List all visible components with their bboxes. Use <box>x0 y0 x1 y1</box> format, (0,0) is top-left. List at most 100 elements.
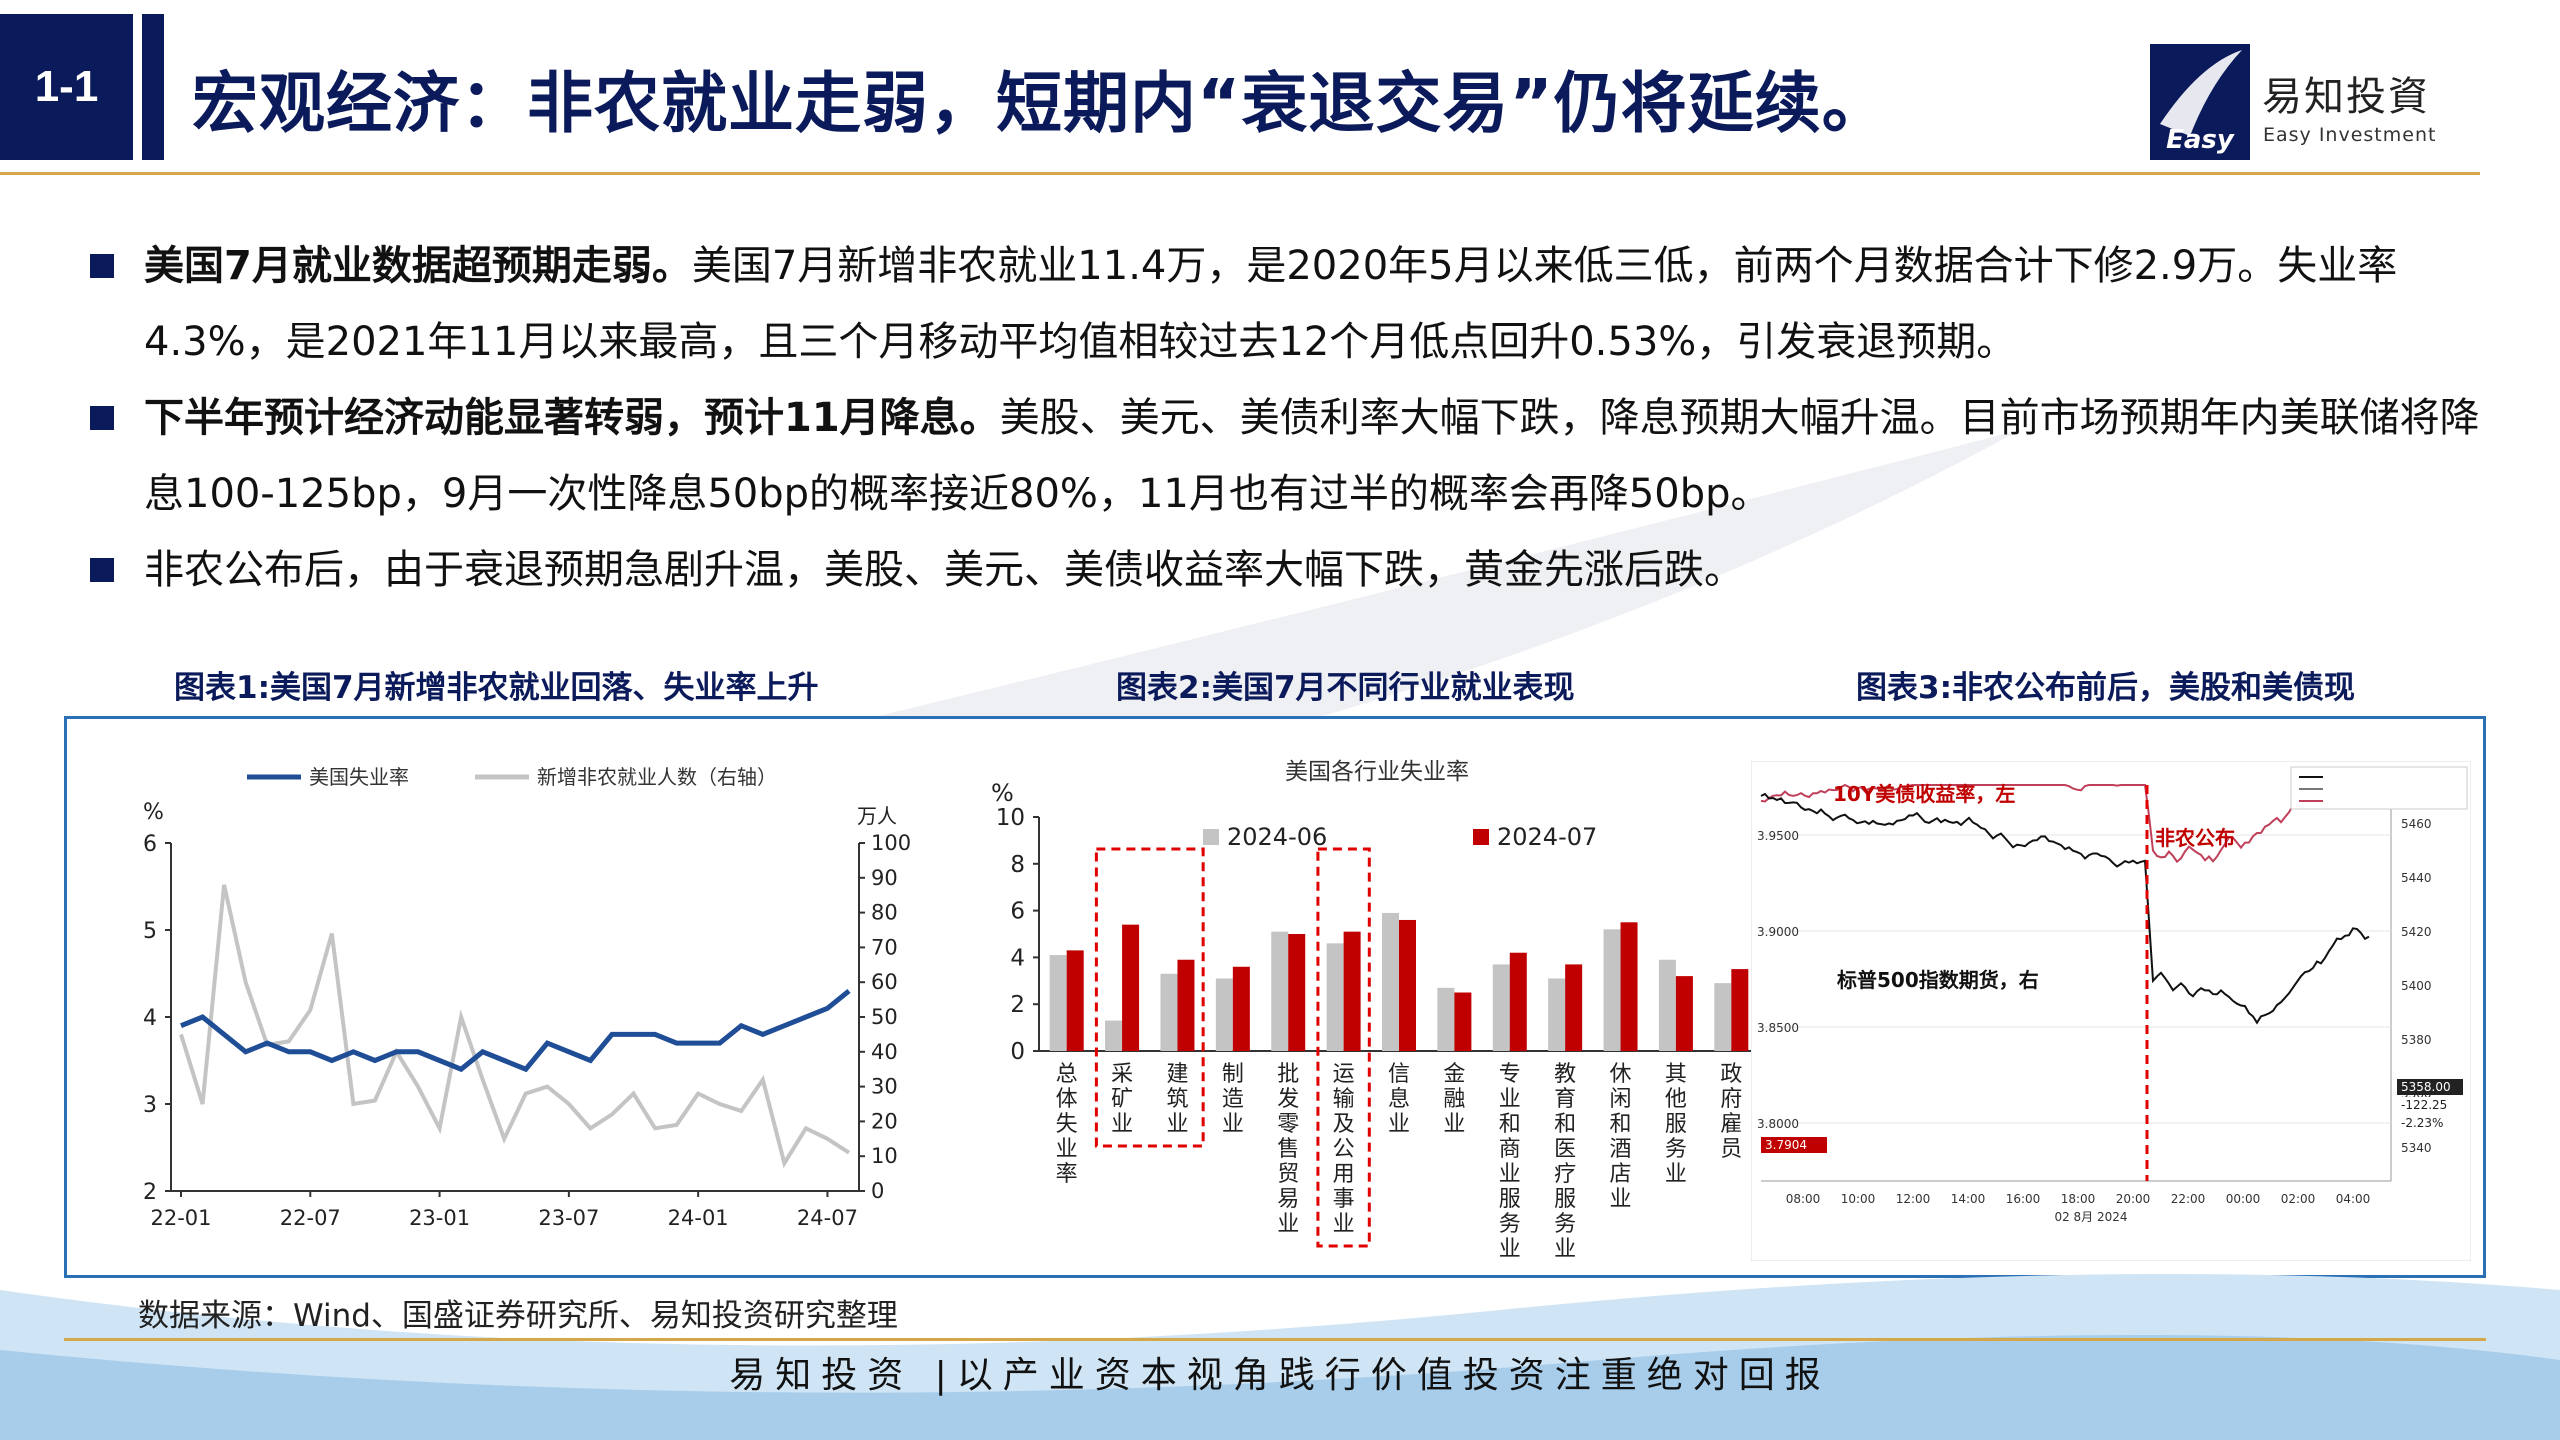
chart1-right-axis-label: 万人 <box>857 804 897 828</box>
bullet-3: 非农公布后，由于衰退预期急剧升温，美股、美元、美债收益率大幅下跌，黄金先涨后跌。 <box>82 532 2502 608</box>
chart3-x-tick: 02:00 <box>2281 1192 2316 1206</box>
chart2-y-tick: 0 <box>1010 1039 1025 1065</box>
bullet-marker <box>90 558 114 582</box>
chart1-unemployment-payrolls: 美国失业率 新增非农就业人数（右轴） % 万人 6543210090807060… <box>143 765 911 1230</box>
chart3-right-tick: 5340 <box>2401 1141 2432 1155</box>
chart2-y-tick: 6 <box>1010 899 1025 925</box>
chart2-axis-label: % <box>991 779 1014 807</box>
bar-2024-06-专业和商业服务业 <box>1492 964 1510 1051</box>
bar-2024-06-休闲和酒店业 <box>1603 929 1621 1051</box>
chart1-right-tick: 20 <box>871 1109 898 1133</box>
chart2-y-tick: 4 <box>1010 945 1025 971</box>
chart2-category-label: 专业和商业服务业 <box>1499 1062 1521 1262</box>
chart1-right-tick: 0 <box>871 1179 884 1203</box>
logo-mark-text: Easy <box>2166 125 2235 155</box>
bar-2024-07-信息业 <box>1399 919 1416 1051</box>
bar-2024-07-金融业 <box>1454 992 1472 1051</box>
chart2-caption: 图表2:美国7月不同行业就业表现 <box>1116 670 1575 706</box>
chart3-x-tick: 16:00 <box>2006 1192 2041 1206</box>
logo-cn: 易知投資 <box>2262 74 2430 120</box>
bar-2024-07-政府雇员 <box>1731 969 1749 1051</box>
chart1-right-tick: 80 <box>871 901 898 925</box>
bullet-1-text: 美国7月新增非农就业11.4万，是2020年5月以来低三低，前两个月数据合计下修… <box>144 243 2398 365</box>
chart1-right-tick: 40 <box>871 1040 898 1064</box>
chart2-category-label: 信息业 <box>1388 1062 1410 1137</box>
bar-2024-06-其他服务业 <box>1658 959 1676 1051</box>
series-payrolls-line <box>179 884 851 1169</box>
chart1-x-tick: 23-01 <box>409 1206 470 1230</box>
legend-swatch-2024-06 <box>1203 829 1219 845</box>
chart1-left-tick: 4 <box>143 1006 157 1031</box>
annotation-spx-futures: 标普500指数期货，右 <box>1837 968 2039 992</box>
chart3-left-tick: 3.9000 <box>1757 925 1799 939</box>
chart1-right-tick: 30 <box>871 1075 898 1099</box>
chart1-left-tick: 3 <box>143 1093 157 1118</box>
chart2-y-tick: 8 <box>1010 852 1025 878</box>
price-tag: -2.23% <box>2401 1116 2443 1130</box>
chart1-x-tick: 22-07 <box>280 1206 341 1230</box>
footer-slogan: 易知投资 |以产业资本视角践行价值投资注重绝对回报 <box>729 1355 1831 1396</box>
bar-2024-07-批发零售贸易业 <box>1288 934 1306 1051</box>
footer-wave <box>0 1274 2560 1440</box>
bullet-marker <box>90 406 114 430</box>
bar-2024-07-教育和医疗服务业 <box>1565 964 1583 1051</box>
chart1-legend: 美国失业率 新增非农就业人数（右轴） <box>247 765 777 789</box>
chart1-caption: 图表1:美国7月新增非农就业回落、失业率上升 <box>174 670 819 706</box>
bullet-2-bold: 下半年预计经济动能显著转弱，预计11月降息。 <box>144 395 1000 441</box>
logo-en: Easy Investment <box>2263 124 2437 146</box>
chart1-x-tick: 22-01 <box>150 1206 211 1230</box>
bar-2024-06-采矿业 <box>1105 1020 1123 1051</box>
bullet-marker <box>90 254 114 278</box>
chart2-category-label: 采矿业 <box>1111 1062 1133 1137</box>
chart3-x-tick: 12:00 <box>1896 1192 1931 1206</box>
bar-2024-07-专业和商业服务业 <box>1509 952 1527 1051</box>
chart3-left-tick: 3.8500 <box>1757 1021 1799 1035</box>
chart1-x-tick: 24-01 <box>668 1206 729 1230</box>
chart3-right-tick: 5460 <box>2401 817 2432 831</box>
chart3-x-tick: 04:00 <box>2336 1192 2371 1206</box>
chart1-left-axis-label: % <box>143 800 164 825</box>
bar-2024-06-建筑业 <box>1160 973 1178 1051</box>
chart3-x-tick: 20:00 <box>2116 1192 2151 1206</box>
chart3-x-tick: 00:00 <box>2226 1192 2261 1206</box>
chart3-caption: 图表3:非农公布前后，美股和美债现 <box>1856 670 2355 706</box>
company-logo: Easy 易知投資 Easy Investment <box>2150 44 2480 162</box>
bullet-2: 下半年预计经济动能显著转弱，预计11月降息。美股、美元、美债利率大幅下跌，降息预… <box>82 380 2502 532</box>
bar-2024-06-总体失业率 <box>1049 955 1067 1051</box>
bar-2024-07-总体失业率 <box>1066 950 1084 1051</box>
bullet-list: 美国7月就业数据超预期走弱。美国7月新增非农就业11.4万，是2020年5月以来… <box>82 228 2502 608</box>
chart3-date-label: 02 8月 2024 <box>2054 1210 2127 1224</box>
bar-2024-06-信息业 <box>1382 912 1399 1051</box>
legend-label-unemployment: 美国失业率 <box>309 765 409 789</box>
bar-2024-06-运输及公用事业 <box>1326 943 1344 1051</box>
legend-swatch-2024-07 <box>1473 829 1489 845</box>
data-source: 数据来源：Wind、国盛证券研究所、易知投资研究整理 <box>138 1298 898 1334</box>
chart2-category-label: 制造业 <box>1222 1062 1244 1137</box>
bar-2024-07-采矿业 <box>1122 924 1140 1051</box>
chart1-x-tick: 24-07 <box>797 1206 858 1230</box>
chart3-right-tick: 5380 <box>2401 1033 2432 1047</box>
chart2-category-label: 运输及公用事业 <box>1333 1062 1355 1237</box>
chart2-category-label: 批发零售贸易业 <box>1277 1062 1299 1237</box>
chart2-category-label: 总体失业率 <box>1056 1062 1078 1187</box>
bar-2024-06-政府雇员 <box>1714 983 1732 1051</box>
chart3-right-tick: 5440 <box>2401 871 2432 885</box>
chart1-right-tick: 60 <box>871 970 898 994</box>
bar-2024-07-休闲和酒店业 <box>1620 922 1638 1051</box>
series-spx-futures-line <box>1760 792 2370 1025</box>
highlight-frame <box>1094 847 1205 1148</box>
annotation-nfp-release: 非农公布 <box>2155 826 2235 850</box>
series-unemployment-line <box>180 988 851 1073</box>
highlight-frame <box>1316 847 1371 1248</box>
chart3-x-tick: 18:00 <box>2061 1192 2096 1206</box>
chart1-left-tick: 5 <box>143 919 157 944</box>
chart2-category-label: 政府雇员 <box>1720 1062 1742 1162</box>
chart2-title: 美国各行业失业率 <box>1285 759 1469 785</box>
chart1-right-tick: 50 <box>871 1005 898 1029</box>
chart2-category-label: 其他服务业 <box>1665 1062 1687 1187</box>
chart-panel: 美国失业率 新增非农就业人数（右轴） % 万人 6 5 4 3 2 100 90 80 70 60… <box>64 716 2486 1278</box>
bar-2024-06-教育和医疗服务业 <box>1548 978 1566 1051</box>
chart2-category-label: 金融业 <box>1443 1062 1465 1137</box>
legend-label-payrolls: 新增非农就业人数（右轴） <box>537 765 777 789</box>
logo-mark: Easy <box>2150 44 2250 160</box>
